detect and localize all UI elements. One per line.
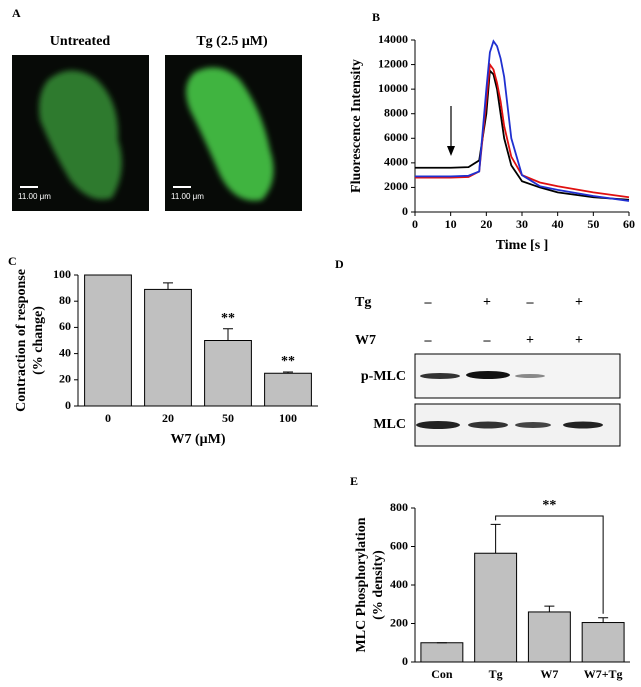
error-bar: [490, 523, 501, 554]
line-series: [415, 62, 630, 199]
x-tick-label: 0: [105, 411, 111, 425]
x-tick-label: Tg: [489, 667, 503, 681]
x-tick-label: 30: [516, 217, 528, 231]
blot-sign: +: [483, 295, 491, 310]
x-tick-label: 0: [412, 217, 418, 231]
y-tick-label: 0: [402, 654, 408, 668]
x-tick-label: W7+Tg: [584, 667, 623, 681]
panel-label: E: [350, 474, 358, 488]
y-tick-label: 12000: [378, 56, 408, 70]
micrograph: 11.00 μm: [165, 55, 302, 211]
y-axis-label: (% change): [31, 306, 46, 375]
bar: [420, 642, 464, 663]
y-tick-label: 4000: [384, 155, 408, 169]
y-tick-label: 14000: [378, 32, 408, 46]
bracket: [495, 515, 604, 614]
blot-row-label: Tg: [355, 295, 371, 310]
y-axis-label: MLC Phosphorylation: [354, 517, 369, 652]
error-bar: [544, 605, 555, 612]
y-tick-label: 6000: [384, 130, 408, 144]
error-bar: [163, 282, 173, 290]
x-tick-label: Con: [431, 667, 453, 681]
y-tick-label: 8000: [384, 105, 408, 119]
x-tick-label: 60: [623, 217, 635, 231]
y-tick-label: 10000: [378, 81, 408, 95]
image-title: Tg (2.5 μM): [196, 34, 268, 49]
bar: [581, 622, 625, 663]
y-tick-label: 600: [390, 538, 408, 552]
significance: **: [221, 311, 235, 326]
significance: **: [542, 498, 556, 513]
y-tick-label: 200: [390, 615, 408, 629]
bar: [264, 372, 312, 407]
bar: [204, 340, 252, 407]
blot-sign: +: [575, 333, 583, 348]
x-tick-label: 100: [279, 411, 297, 425]
panel-label: A: [12, 6, 21, 20]
y-axis-label: Contraction of response: [14, 269, 29, 412]
error-bar: [598, 617, 609, 623]
band-label: MLC: [373, 417, 406, 432]
panel-label: C: [8, 254, 17, 268]
bar: [474, 552, 518, 663]
panel-label: B: [372, 10, 380, 24]
error-bar: [283, 371, 293, 374]
bar: [84, 274, 132, 407]
western-blot: [414, 353, 621, 447]
x-tick-label: W7: [540, 667, 558, 681]
y-tick-label: 60: [59, 319, 71, 333]
arrow: [447, 106, 455, 156]
image-title: Untreated: [50, 34, 111, 49]
blot-sign: –: [526, 295, 535, 310]
line-series: [415, 68, 630, 201]
x-tick-label: 50: [222, 411, 234, 425]
band-label: p-MLC: [361, 369, 406, 384]
y-axis-label: (% density): [371, 550, 386, 620]
blot-sign: –: [424, 295, 433, 310]
y-tick-label: 400: [390, 577, 408, 591]
blot-sign: –: [424, 333, 433, 348]
y-axis-label: Fluorescence Intensity: [349, 59, 364, 193]
x-tick-label: 20: [480, 217, 492, 231]
x-axis-label: Time [s ]: [496, 238, 549, 253]
scale-label: 11.00 μm: [171, 192, 204, 201]
bar: [527, 611, 571, 663]
x-tick-label: 20: [162, 411, 174, 425]
y-tick-label: 80: [59, 293, 71, 307]
blot-sign: +: [575, 295, 583, 310]
significance: **: [281, 354, 295, 369]
panel-label: D: [335, 257, 344, 271]
micrograph: 11.00 μm: [12, 55, 149, 211]
y-tick-label: 2000: [384, 179, 408, 193]
x-tick-label: 10: [445, 217, 457, 231]
blot-sign: +: [526, 333, 534, 348]
y-tick-label: 0: [402, 204, 408, 218]
bar: [144, 288, 192, 407]
x-tick-label: 50: [587, 217, 599, 231]
blot-sign: –: [483, 333, 492, 348]
y-tick-label: 40: [59, 345, 71, 359]
x-axis-label: W7 (μM): [171, 432, 226, 447]
y-tick-label: 0: [65, 398, 71, 412]
y-tick-label: 800: [390, 500, 408, 514]
x-tick-label: 40: [552, 217, 564, 231]
scale-label: 11.00 μm: [18, 192, 51, 201]
y-tick-label: 20: [59, 372, 71, 386]
error-bar: [223, 328, 233, 341]
line-series: [415, 39, 630, 202]
y-tick-label: 100: [53, 267, 71, 281]
blot-row-label: W7: [355, 333, 376, 348]
